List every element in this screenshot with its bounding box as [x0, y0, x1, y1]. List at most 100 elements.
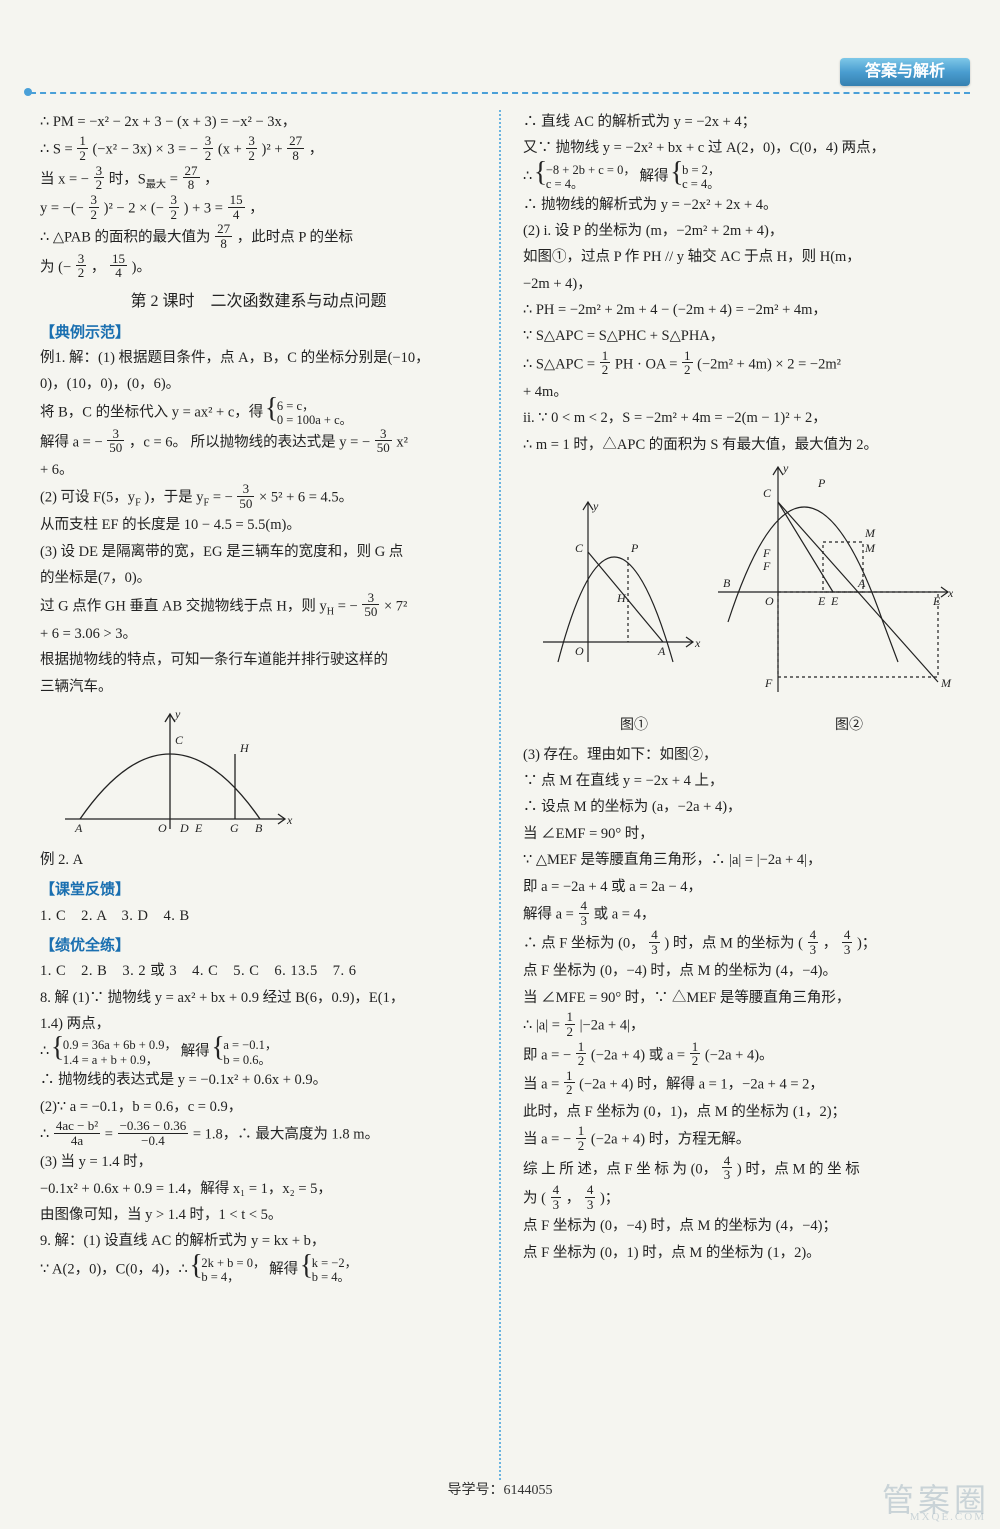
text-line: −0.1x² + 0.6x + 0.9 = 1.4，解得 x₁ = 1，x₂ =…	[40, 1177, 477, 1202]
frac: 32	[94, 164, 105, 192]
text-line: ∴ |a| = 12 |−2a + 4|，	[523, 1012, 960, 1040]
frac: 350	[237, 482, 254, 510]
svg-text:x: x	[286, 813, 293, 827]
text-line: ∵ S△APC = S△PHC + S△PHA，	[523, 324, 960, 349]
text-line: + 6 = 3.06 > 3。	[40, 622, 477, 647]
text-line: 此时，点 F 坐标为 (0，1)，点 M 的坐标为 (1，2)；	[523, 1100, 960, 1125]
svg-text:H: H	[239, 741, 250, 755]
page-root: 答案与解析 ∴ PM = −x² − 2x + 3 − (x + 3) = −x…	[0, 0, 1000, 1529]
parabola-diagrams-svg: y C P H O A x	[523, 462, 953, 712]
t: (−2a + 4) 时，方程无解。	[591, 1132, 750, 1148]
t: (−2m² + 4m) × 2 = −2m²	[697, 356, 841, 372]
section-header: 【课堂反馈】	[40, 877, 477, 903]
svg-text:x: x	[947, 586, 953, 600]
frac: 278	[287, 134, 304, 162]
t: 当 a = −	[523, 1132, 571, 1148]
frac: 43	[579, 899, 590, 927]
footer-text: 导学号：6144055	[0, 1479, 1000, 1499]
text-line: 过 G 点作 GH 垂直 AB 交抛物线于点 H，则 yH = − 350 × …	[40, 593, 477, 621]
t: 过 G 点作 GH 垂直 AB 交抛物线于点 H，则 y	[40, 598, 327, 614]
svg-text:D: D	[179, 821, 189, 835]
text-line: 由图像可知，当 y > 1.4 时，1 < t < 5。	[40, 1203, 477, 1228]
t: ，	[204, 171, 219, 187]
section-header: 【绩优全练】	[40, 933, 477, 959]
text-line: 解得 a = 43 或 a = 4，	[523, 901, 960, 929]
svg-text:C: C	[575, 541, 584, 555]
t: 或 a = 4，	[594, 906, 656, 922]
t: 将 B，C 的坐标代入 y = ax² + c，得	[40, 404, 263, 420]
svg-text:O: O	[158, 821, 167, 835]
t: = −	[213, 490, 233, 506]
svg-text:O: O	[765, 594, 774, 608]
t: 解得	[639, 168, 668, 184]
svg-text:E: E	[932, 594, 941, 608]
equation-system: −8 + 2b + c = 0， c = 4。	[536, 163, 636, 192]
text-line: 8. 解 (1)∵ 抛物线 y = ax² + bx + 0.9 经过 B(6，…	[40, 986, 477, 1011]
t: (−2a + 4)。	[705, 1047, 774, 1063]
text-line: 点 F 坐标为 (0，−4) 时，点 M 的坐标为 (4，−4)；	[523, 1214, 960, 1239]
equation-system: a = −0.1， b = 0.6。	[213, 1038, 277, 1067]
t: ，	[566, 1190, 581, 1206]
svg-text:E: E	[194, 821, 203, 835]
svg-text:M: M	[864, 541, 876, 555]
text-line: ∴ PH = −2m² + 2m + 4 − (−2m + 4) = −2m² …	[523, 298, 960, 323]
text-line: 根据抛物线的特点，可知一条行车道能并排行驶这样的	[40, 648, 477, 673]
text-line: 如图①，过点 P 作 PH // y 轴交 AC 于点 H，则 H(m，	[523, 245, 960, 270]
answer-row: 1. C 2. B 3. 2 或 3 4. C 5. C 6. 13.5 7. …	[40, 959, 477, 984]
t: (2) 可设 F(5，y	[40, 490, 135, 506]
t: 解得 a = −	[40, 434, 103, 450]
sub: 最大	[146, 179, 166, 190]
svg-text:F: F	[762, 546, 771, 560]
t: × 5² + 6 = 4.5。	[259, 490, 353, 506]
text-line: 例 2. A	[40, 848, 477, 873]
t: 即 a = −	[523, 1047, 571, 1063]
text-line: 1.4) 两点，	[40, 1012, 477, 1037]
t: ，此时点 P 的坐标	[237, 230, 353, 246]
svg-text:P: P	[630, 541, 639, 555]
left-column: ∴ PM = −x² − 2x + 3 − (x + 3) = −x² − 3x…	[40, 110, 477, 1480]
text-line: ∴ 4ac − b²4a = −0.36 − 0.36−0.4 = 1.8，∴ …	[40, 1121, 477, 1149]
frac: 350	[107, 427, 124, 455]
text-line: ∴ 0.9 = 36a + 6b + 0.9， 1.4 = a + b + 0.…	[40, 1038, 477, 1067]
frac: 32	[76, 252, 87, 280]
t: 为 (−	[40, 259, 71, 275]
equation-system: b = 2， c = 4。	[672, 163, 720, 192]
text-line: (3) 当 y = 1.4 时，	[40, 1150, 477, 1175]
text-line: 解得 a = − 350 ，c = 6。 所以抛物线的表达式是 y = − 35…	[40, 429, 477, 457]
text-line: 点 F 坐标为 (0，1) 时，点 M 的坐标为 (1，2)。	[523, 1241, 960, 1266]
svg-text:A: A	[857, 576, 866, 590]
text-line: ∴ m = 1 时，△APC 的面积为 S 有最大值，最大值为 2。	[523, 433, 960, 458]
frac: 12	[77, 134, 88, 162]
frac: 12	[564, 1069, 575, 1097]
figure-bridge: A O D E G B x y C H	[40, 704, 477, 844]
frac: 12	[576, 1124, 587, 1152]
t: ∴ 点 F 坐标为 (0，	[523, 936, 645, 952]
t: )；	[857, 936, 876, 952]
frac: 43	[585, 1183, 596, 1211]
frac: 4ac − b²4a	[54, 1119, 100, 1147]
t: ) 时，点 M 的坐标为 (	[664, 936, 803, 952]
t: = −	[338, 598, 358, 614]
equation-system: 6 = c， 0 = 100a + c。	[267, 399, 352, 428]
svg-text:A: A	[657, 644, 666, 658]
t: )。	[132, 259, 151, 275]
svg-text:B: B	[255, 821, 263, 835]
equation-system: 2k + b = 0， b = 4，	[191, 1256, 265, 1285]
frac: 12	[565, 1010, 576, 1038]
svg-text:E: E	[817, 594, 826, 608]
text-line: ∴ △PAB 的面积的最大值为 278 ，此时点 P 的坐标	[40, 224, 477, 252]
lesson-title: 第 2 课时 二次函数建系与动点问题	[40, 288, 477, 316]
text-line: 例1. 解：(1) 根据题目条件，点 A，B，C 的坐标分别是(−10，	[40, 346, 477, 371]
text-line: 为 (− 32 ， 154 )。	[40, 254, 477, 282]
svg-text:y: y	[782, 462, 789, 475]
text-line: 综 上 所 述，点 F 坐 标 为 (0， 43 ) 时，点 M 的 坐 标	[523, 1156, 960, 1184]
t: )² +	[262, 142, 287, 158]
answer-row: 1. C 2. A 3. D 4. B	[40, 904, 477, 929]
column-divider	[499, 110, 501, 1480]
t: 解得 a =	[523, 906, 578, 922]
text-line: ∴ PM = −x² − 2x + 3 − (x + 3) = −x² − 3x…	[40, 110, 477, 135]
text-line: 又∵ 抛物线 y = −2x² + bx + c 过 A(2，0)，C(0，4)…	[523, 136, 960, 161]
text-line: 9. 解：(1) 设直线 AC 的解析式为 y = kx + b，	[40, 1229, 477, 1254]
frac: 154	[110, 252, 127, 280]
frac: 12	[600, 349, 611, 377]
